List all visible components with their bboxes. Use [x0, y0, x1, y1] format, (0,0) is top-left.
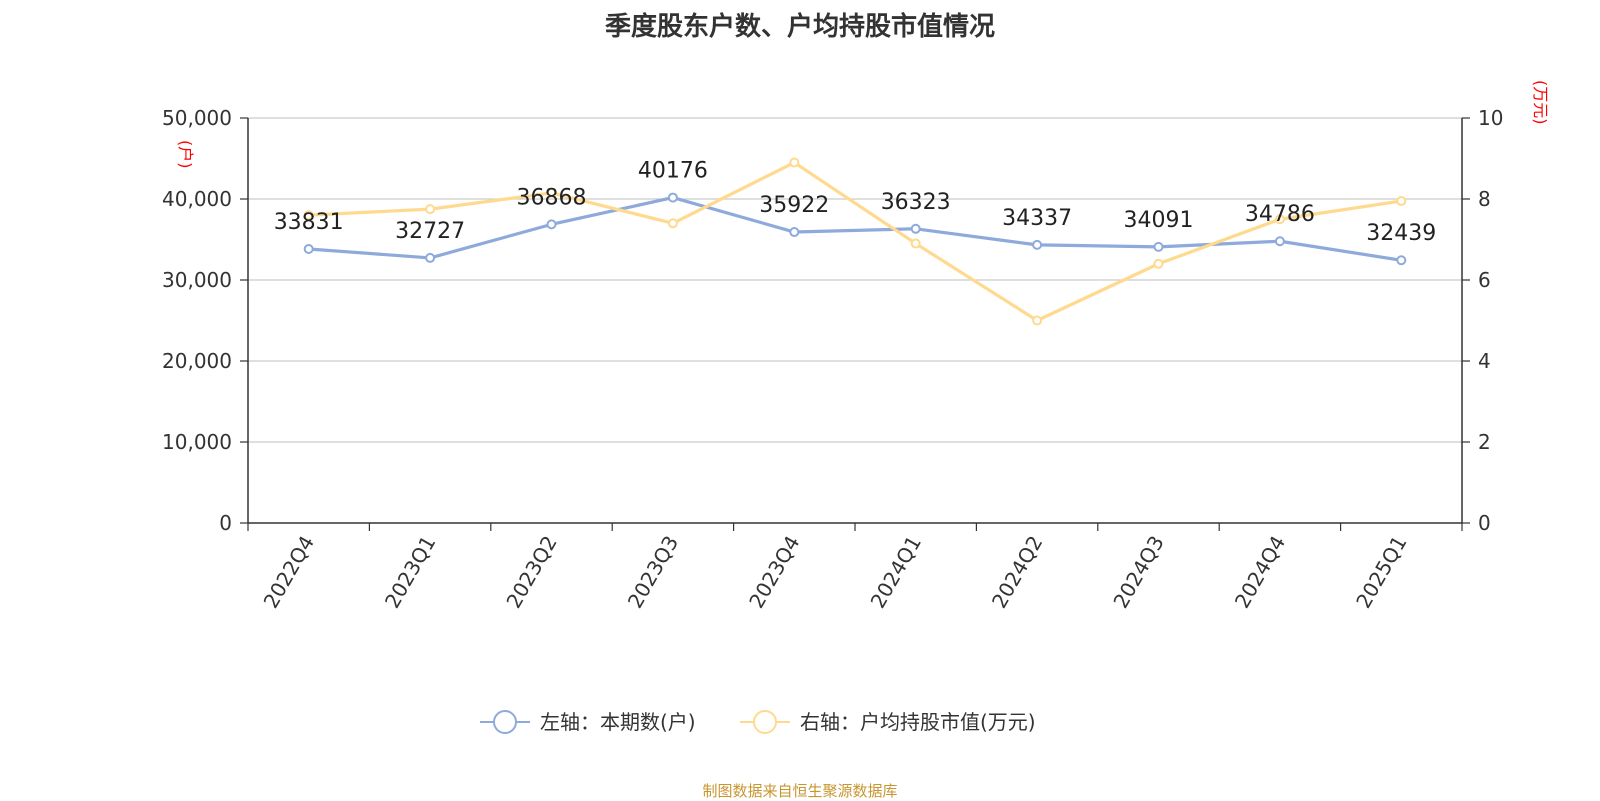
left-tick-label: 20,000 [162, 349, 232, 373]
left-tick-label: 0 [219, 511, 232, 535]
series-line-2 [308, 160, 1402, 323]
gridlines [248, 117, 1462, 443]
series-1-point[interactable] [546, 219, 557, 230]
x-tick-label: 2023Q1 [380, 532, 440, 613]
x-tick-label: 2022Q4 [259, 532, 319, 613]
left-tick-label: 40,000 [162, 187, 232, 211]
axes: 0 10,000 20,000 30,000 40,000 50,000 0 2 4 6 8 10 (户… [162, 80, 1550, 612]
right-tick-label: 10 [1478, 106, 1503, 130]
data-label: 36868 [517, 185, 587, 210]
series-2-point[interactable] [789, 157, 800, 168]
data-label: 34091 [1124, 208, 1194, 233]
data-label: 34337 [1002, 206, 1072, 231]
series-2-point[interactable] [667, 218, 678, 229]
legend[interactable]: 左轴：本期数(户) 右轴：户均持股市值(万元) [480, 710, 1036, 734]
left-tick-label: 30,000 [162, 268, 232, 292]
series-1-point[interactable] [910, 223, 921, 234]
x-tick-label: 2024Q3 [1108, 532, 1168, 613]
x-tick-label: 2024Q4 [1230, 532, 1290, 613]
series [303, 157, 1407, 326]
series-2-point[interactable] [303, 210, 314, 221]
series-1-point[interactable] [667, 192, 678, 203]
right-axis-unit: (万元) [1531, 80, 1550, 125]
right-tick-label: 2 [1478, 430, 1491, 454]
series-1-point[interactable] [789, 227, 800, 238]
legend-label-2[interactable]: 右轴：户均持股市值(万元) [800, 710, 1036, 734]
data-label: 34786 [1245, 202, 1315, 227]
data-label: 33831 [274, 210, 344, 235]
data-label: 32727 [395, 219, 465, 244]
x-tick-label: 2023Q4 [744, 532, 804, 613]
series-1-point[interactable] [1153, 241, 1164, 252]
data-label: 40176 [638, 159, 708, 184]
left-tick-label: 50,000 [162, 106, 232, 130]
series-1-point[interactable] [1032, 239, 1043, 250]
right-tick-label: 4 [1478, 349, 1491, 373]
data-label: 36323 [881, 190, 951, 215]
x-tick-label: 2024Q1 [866, 532, 926, 613]
right-tick-label: 0 [1478, 511, 1491, 535]
series-2-point[interactable] [1274, 214, 1285, 225]
series-2-point[interactable] [1153, 258, 1164, 269]
series-2-point[interactable] [1396, 196, 1407, 207]
data-labels: 33831 32727 36868 40176 35922 36323 34337 34091… [274, 159, 1437, 247]
chart-title: 季度股东户数、户均持股市值情况 [604, 12, 995, 42]
data-label: 32439 [1366, 221, 1436, 246]
x-tick-label: 2024Q2 [987, 532, 1047, 613]
right-tick-label: 6 [1478, 268, 1491, 292]
x-tick-label: 2025Q1 [1351, 532, 1411, 613]
legend-label-1[interactable]: 左轴：本期数(户) [540, 710, 696, 734]
series-1-point[interactable] [1274, 236, 1285, 247]
legend-marker-1[interactable] [493, 710, 517, 734]
series-line-1 [308, 195, 1402, 262]
series-2-point[interactable] [425, 204, 436, 215]
series-2-point[interactable] [546, 187, 557, 198]
x-tick-label: 2023Q3 [623, 532, 683, 613]
left-axis-unit: (户) [176, 140, 195, 169]
right-tick-label: 8 [1478, 187, 1491, 211]
left-tick-label: 10,000 [162, 430, 232, 454]
x-tick-label: 2023Q2 [501, 532, 561, 613]
series-1-point[interactable] [303, 243, 314, 254]
data-label: 35922 [759, 193, 829, 218]
series-1-point[interactable] [425, 252, 436, 263]
legend-marker-2[interactable] [753, 710, 777, 734]
series-2-point[interactable] [910, 238, 921, 249]
series-2-point[interactable] [1032, 315, 1043, 326]
source-note: 制图数据来自恒生聚源数据库 [702, 782, 898, 800]
series-1-point[interactable] [1396, 255, 1407, 266]
